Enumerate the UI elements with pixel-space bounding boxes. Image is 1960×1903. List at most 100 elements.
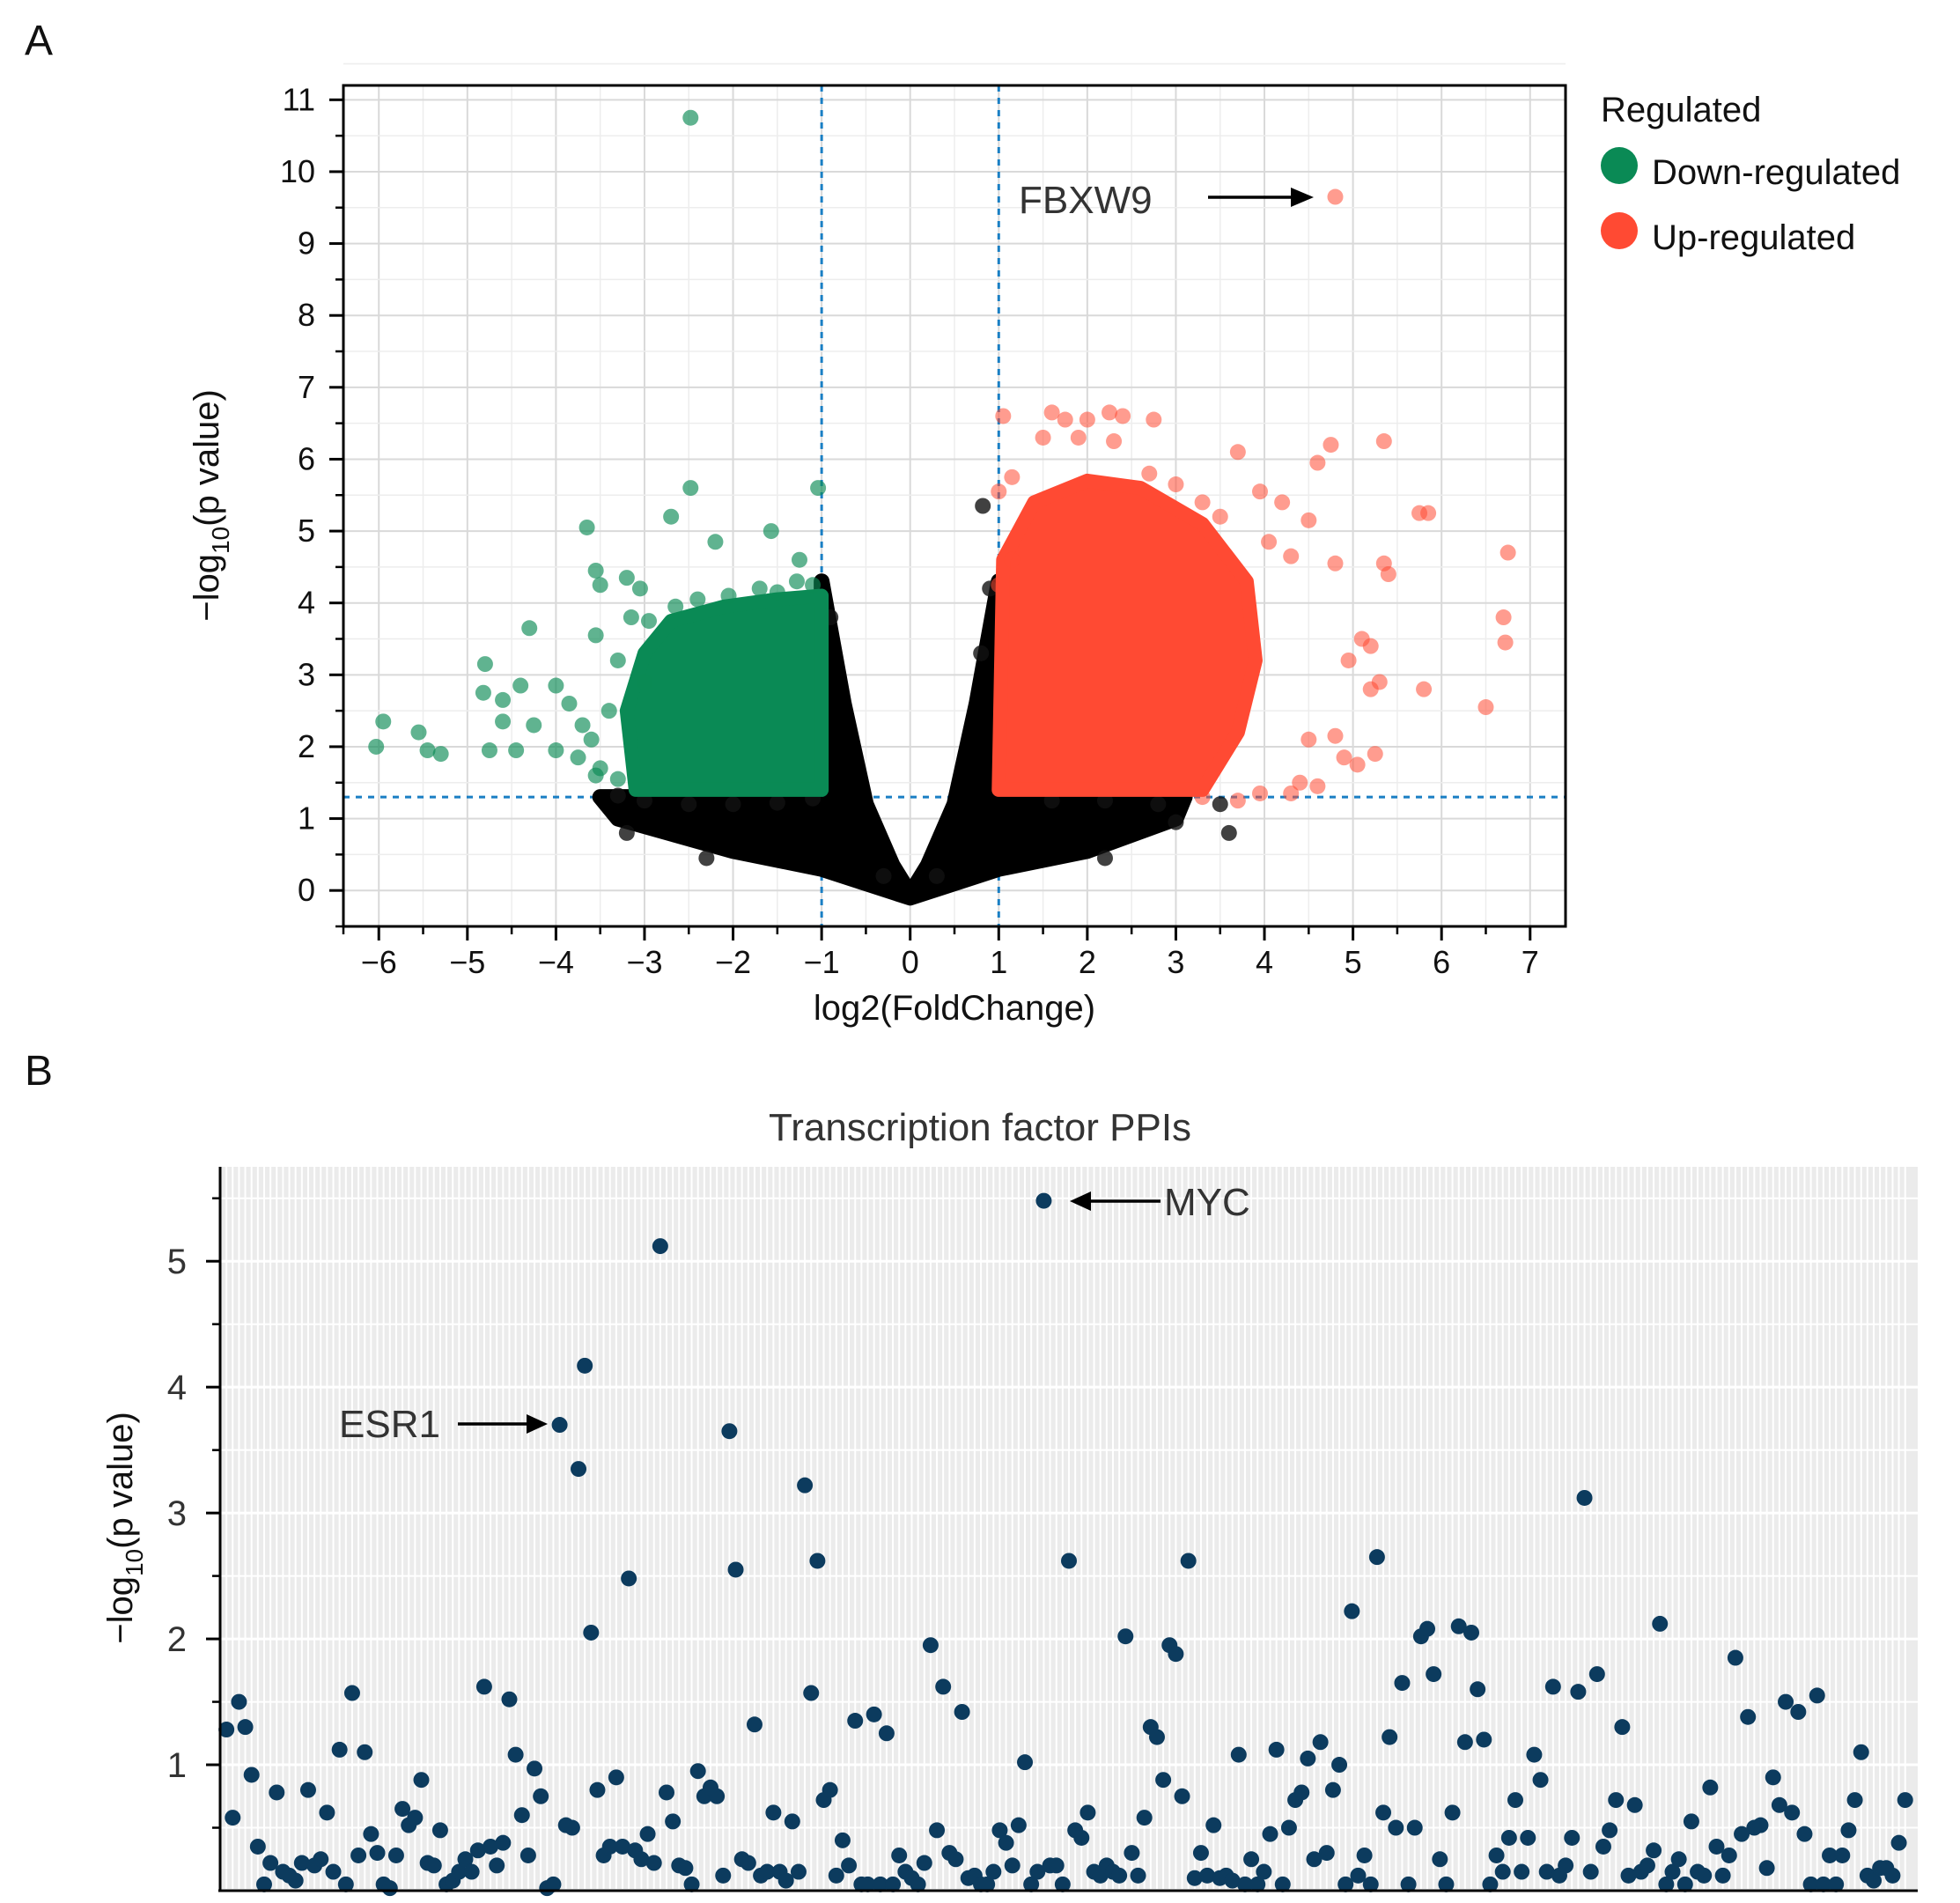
manhattan-point: [1463, 1624, 1480, 1641]
manhattan-point: [979, 1876, 996, 1892]
volcano-point-down: [495, 713, 512, 730]
volcano-point-down: [574, 717, 591, 734]
manhattan-point: [1249, 1876, 1266, 1892]
volcano-point-ns: [1168, 814, 1184, 830]
manhattan-point: [872, 1876, 888, 1892]
manhattan-point: [1262, 1826, 1278, 1842]
volcano-point-up: [1309, 778, 1326, 794]
manhattan-point: [571, 1461, 587, 1478]
manhattan-point: [1010, 1817, 1027, 1833]
myc-arrowhead: [1070, 1191, 1091, 1211]
volcano-x-tick-label: 4: [1256, 944, 1273, 980]
manhattan-point: [1576, 1489, 1593, 1506]
manhattan-point: [1117, 1628, 1134, 1645]
volcano-point-up: [1283, 548, 1300, 564]
manhattan-point: [1362, 1876, 1379, 1892]
volcano-point-down: [636, 674, 652, 690]
manhattan-point: [1186, 1870, 1203, 1886]
manhattan-point: [1174, 1788, 1190, 1804]
manhattan-point: [1828, 1876, 1845, 1892]
volcano-point-up: [1229, 444, 1246, 461]
manhattan-point: [469, 1842, 486, 1859]
volcano-y-tick-label: 7: [298, 369, 315, 405]
manhattan-point: [1740, 1708, 1757, 1725]
volcano-point-up: [1340, 652, 1357, 668]
manhattan-point: [1538, 1863, 1555, 1880]
manhattan-point: [998, 1834, 1014, 1851]
manhattan-y-label-post: (p value): [101, 1412, 140, 1549]
manhattan-point: [1652, 1615, 1669, 1632]
volcano-point-up: [1327, 188, 1344, 205]
manhattan-point: [740, 1855, 756, 1871]
volcano-point-up: [991, 577, 1007, 594]
volcano-down-cloud: [619, 588, 829, 797]
manhattan-point: [1639, 1857, 1655, 1874]
manhattan-point: [639, 1826, 656, 1842]
manhattan-point: [1646, 1842, 1662, 1859]
manhattan-point: [1419, 1620, 1436, 1637]
legend-down-marker: [1601, 147, 1638, 184]
manhattan-point: [1664, 1863, 1681, 1880]
volcano-point-up: [1309, 454, 1326, 471]
volcano-point-up: [1057, 411, 1073, 428]
manhattan-point: [1400, 1876, 1417, 1892]
manhattan-point: [1602, 1822, 1618, 1839]
volcano-point-down: [508, 742, 525, 759]
volcano-point-up: [1283, 785, 1300, 801]
manhattan-point: [803, 1685, 820, 1701]
volcano-x-ticks: −6 −5 −4 −3 −2 −1 0 1 2 3 4 5 6 7: [342, 926, 1539, 980]
manhattan-point: [633, 1851, 650, 1868]
manhattan-y-label-sub: 10: [121, 1549, 148, 1576]
manhattan-point: [1274, 1876, 1291, 1892]
volcano-point-down: [561, 695, 578, 712]
manhattan-point: [1494, 1863, 1511, 1880]
volcano-point-up: [1141, 465, 1158, 482]
manhattan-point: [809, 1553, 826, 1569]
volcano-x-tick-label: −2: [715, 944, 751, 980]
manhattan-point: [287, 1872, 304, 1889]
volcano-point-ns: [975, 498, 991, 514]
manhattan-point: [1243, 1851, 1260, 1868]
manhattan-point: [1658, 1876, 1675, 1892]
volcano-point-up: [1115, 408, 1131, 424]
manhattan-point: [608, 1769, 624, 1786]
manhattan-point: [1205, 1817, 1222, 1833]
volcano-point-down: [788, 573, 805, 590]
volcano-point-down: [375, 713, 392, 730]
manhattan-point: [1111, 1867, 1128, 1884]
manhattan-point: [381, 1880, 398, 1897]
volcano-point-ns: [1096, 850, 1113, 867]
volcano-point-down: [476, 656, 493, 673]
volcano-point-down: [682, 109, 699, 126]
legend-up-label: Up-regulated: [1652, 218, 1855, 257]
volcano-point-ns: [681, 796, 697, 813]
volcano-y-tick-label: 10: [280, 153, 315, 189]
manhattan-point: [319, 1804, 335, 1821]
manhattan-point: [269, 1784, 285, 1801]
manhattan-point: [1224, 1872, 1241, 1889]
volcano-point-down: [631, 580, 648, 597]
manhattan-point: [954, 1704, 970, 1721]
manhattan-point: [1500, 1829, 1517, 1846]
manhattan-point: [451, 1863, 468, 1880]
volcano-point-down: [578, 519, 595, 535]
volcano-point-down: [481, 742, 497, 759]
manhattan-point: [1507, 1792, 1523, 1809]
manhattan-point: [689, 1763, 706, 1780]
manhattan-point: [1840, 1822, 1857, 1839]
manhattan-point: [797, 1477, 814, 1494]
volcano-point-down: [689, 591, 706, 608]
volcano-point-up: [1229, 793, 1246, 809]
volcano-y-tick-label: 11: [283, 81, 315, 117]
manhattan-point: [1136, 1810, 1153, 1826]
manhattan-point: [369, 1845, 386, 1862]
panel-a-label: A: [25, 18, 53, 64]
volcano-point-up: [1420, 505, 1437, 521]
volcano-point-up: [1301, 512, 1317, 528]
manhattan-point: [1544, 1678, 1561, 1695]
volcano-point-up: [1301, 731, 1317, 748]
volcano-point-ns: [1220, 824, 1237, 841]
volcano-x-tick-label: −6: [361, 944, 397, 980]
manhattan-point: [337, 1876, 354, 1892]
manhattan-point: [1388, 1819, 1404, 1836]
